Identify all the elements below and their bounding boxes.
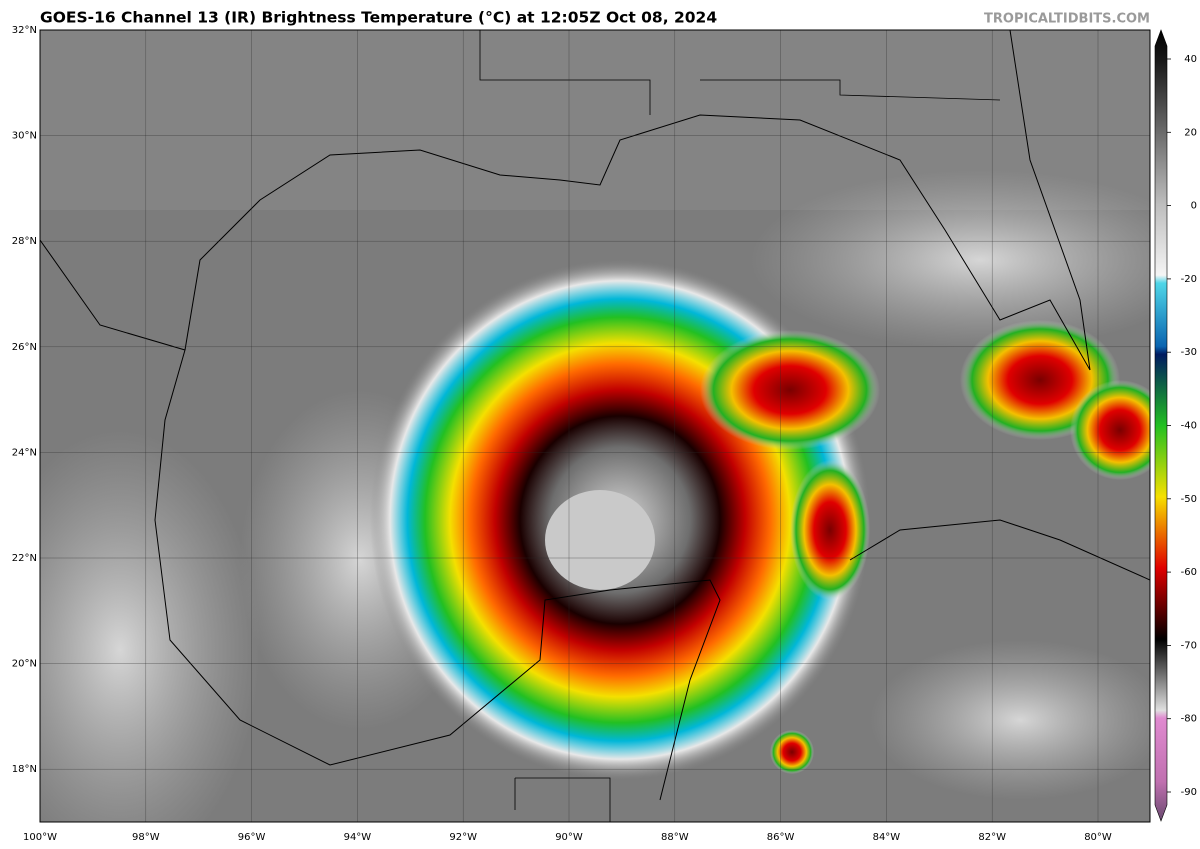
cloud [870,640,1150,800]
lat-label: 28°N [12,236,37,247]
colorbar [1154,29,1168,822]
colorbar-tick-label: -90 [1181,787,1197,798]
colorbar-tick-label: 0 [1191,201,1197,212]
satellite-image [40,30,1150,822]
colorbar-tick-label: -70 [1181,640,1197,651]
credit: TROPICALTIDBITS.COM [984,12,1150,27]
storm-cell [770,730,814,774]
colorbar-tick-label: 20 [1184,127,1197,138]
lon-label: 94°W [344,832,372,843]
coastline [40,239,721,801]
storm-cell [700,330,880,450]
border [479,30,1001,115]
lon-label: 96°W [238,832,266,843]
colorbar-tick-label: 40 [1184,54,1197,65]
lat-label: 18°N [12,764,37,775]
lon-label: 100°W [23,832,57,843]
lon-label: 86°W [767,832,795,843]
storm-cell [790,460,870,600]
lat-label: 22°N [12,553,37,564]
lat-label: 32°N [12,25,37,36]
colorbar-tick-label: -30 [1181,347,1197,358]
lon-label: 90°W [555,832,583,843]
lon-label: 98°W [132,832,160,843]
lat-label: 30°N [12,131,37,142]
border [514,777,611,822]
lon-label: 88°W [661,832,689,843]
lon-label: 80°W [1084,832,1112,843]
map-frame [39,29,1151,823]
cloud [750,170,1150,350]
lat-label: 24°N [12,447,37,458]
coastline [184,30,1091,371]
lon-label: 84°W [873,832,901,843]
cloud [40,430,260,822]
map-title: GOES-16 Channel 13 (IR) Brightness Tempe… [40,9,717,27]
storm-cell [1070,380,1150,480]
lat-label: 20°N [12,659,37,670]
colorbar-tick-label: -20 [1181,274,1197,285]
colorbar-tick-label: -50 [1181,494,1197,505]
lon-label: 82°W [978,832,1006,843]
colorbar-tick-label: -80 [1181,714,1197,725]
lon-label: 92°W [449,832,477,843]
lat-label: 26°N [12,342,37,353]
colorbar-tick-label: -40 [1181,421,1197,432]
colorbar-tick-label: -60 [1181,567,1197,578]
colorbar-ticks: 40 20 0 -20 -30 -40 -50 -60 -70 -80 -90 [1167,54,1197,798]
eye [545,490,655,590]
coastline [849,519,1150,581]
